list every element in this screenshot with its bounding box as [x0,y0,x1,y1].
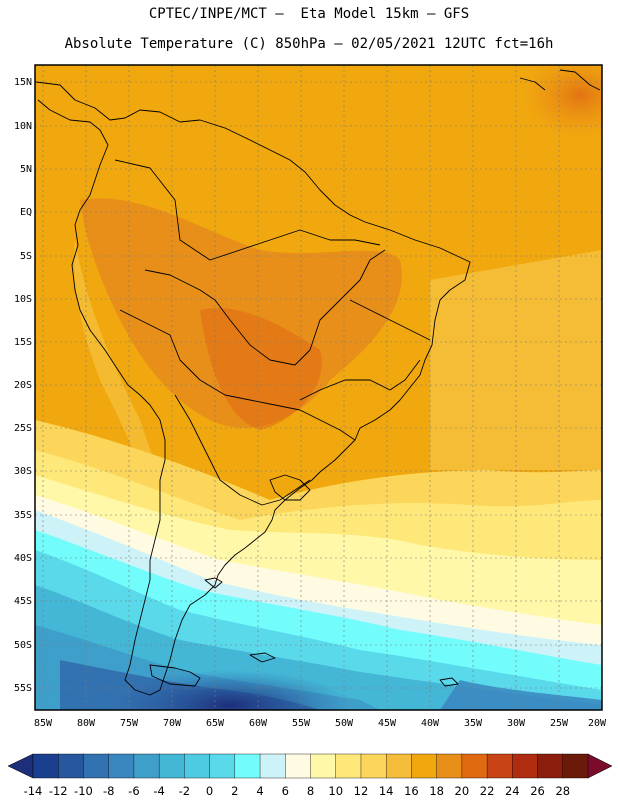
latitude-labels: 15N 10N 5N EQ 5S 10S 15S 20S 25S 30S 35S… [14,77,32,694]
colorbar-label: -2 [179,784,190,798]
lat-label-40s: 40S [14,553,32,564]
lat-label-5n: 5N [20,164,32,175]
coastline [35,69,601,696]
colorbar-swatch [512,753,539,779]
colorbar-swatch [234,753,261,779]
colorbar-swatch [58,753,85,779]
lon-label-60w: 60W [249,718,268,729]
colorbar-swatch [209,753,236,779]
colorbar-swatch [184,753,211,779]
colorbar: -14 -12 -10 -8 -6 -4 -2 0 2 4 6 8 10 12 14 16 18 20 22 24 26… [7,753,613,798]
lat-label-15s: 15S [14,337,32,348]
lat-label-45s: 45S [14,596,32,607]
lon-label-50w: 50W [335,718,354,729]
colorbar-label: 22 [480,784,495,798]
lon-label-40w: 40W [421,718,440,729]
colorbar-under-arrow [7,753,34,779]
lat-label-eq: EQ [20,207,32,218]
lon-label-55w: 55W [292,718,311,729]
lon-label-25w: 25W [550,718,569,729]
lat-label-50s: 50S [14,640,32,651]
colorbar-swatch [285,753,312,779]
colorbar-label: -10 [74,784,93,798]
lon-label-35w: 35W [464,718,483,729]
colorbar-label: -14 [24,784,43,798]
colorbar-label: -6 [128,784,139,798]
lat-label-30s: 30S [14,466,32,477]
colorbar-label: 2 [231,784,238,798]
longitude-labels: 85W 80W 75W 70W 65W 60W 55W 50W 45W 40W … [34,718,607,729]
colorbar-swatch [32,753,59,779]
lon-label-80w: 80W [77,718,96,729]
colorbar-label: 4 [256,784,263,798]
colorbar-swatch [83,753,110,779]
lon-label-75w: 75W [120,718,139,729]
colorbar-swatch [133,753,160,779]
colorbar-label: -12 [49,784,68,798]
colorbar-swatch [562,753,589,779]
colorbar-label: 6 [282,784,289,798]
colorbar-label: 0 [206,784,213,798]
colorbar-swatch [335,753,362,779]
title-line-1: CPTEC/INPE/MCT – Eta Model 15km – GFS [148,6,470,22]
colorbar-label: 16 [404,784,419,798]
colorbar-label: -4 [153,784,164,798]
colorbar-swatch [411,753,438,779]
colorbar-label: 18 [429,784,444,798]
lat-label-5s: 5S [20,251,32,262]
lat-label-10s: 10S [14,294,32,305]
colorbar-over-arrow [587,753,613,779]
lat-label-55s: 55S [14,683,32,694]
colorbar-swatch [436,753,463,779]
colorbar-label: 26 [530,784,545,798]
colorbar-swatch [360,753,387,779]
colorbar-swatch [259,753,286,779]
lon-label-70w: 70W [163,718,182,729]
colorbar-swatch [537,753,564,779]
colorbar-label: 24 [505,784,520,798]
title-line-2: Absolute Temperature (C) 850hPa – 02/05/… [64,36,554,52]
lon-label-85w: 85W [34,718,53,729]
lon-label-30w: 30W [507,718,526,729]
colorbar-label: 28 [555,784,570,798]
colorbar-label: 20 [455,784,470,798]
colorbar-swatch [486,753,514,779]
colorbar-swatch [108,753,135,779]
colorbar-swatch [385,753,413,779]
lat-label-20s: 20S [14,380,32,391]
colorbar-label: 10 [328,784,343,798]
plot-frame [34,64,603,711]
colorbar-swatch [461,753,488,779]
lon-label-45w: 45W [378,718,397,729]
lon-label-20w: 20W [588,718,607,729]
colorbar-swatch [310,753,337,779]
colorbar-label: 14 [379,784,394,798]
lat-label-15n: 15N [14,77,32,88]
colorbar-label: 12 [354,784,369,798]
lat-label-35s: 35S [14,510,32,521]
colorbar-label: -8 [103,784,114,798]
temperature-field [35,65,602,710]
lon-label-65w: 65W [206,718,225,729]
lat-label-10n: 10N [14,121,32,132]
colorbar-label: 8 [307,784,314,798]
lat-label-25s: 25S [14,423,32,434]
colorbar-swatch [158,753,186,779]
